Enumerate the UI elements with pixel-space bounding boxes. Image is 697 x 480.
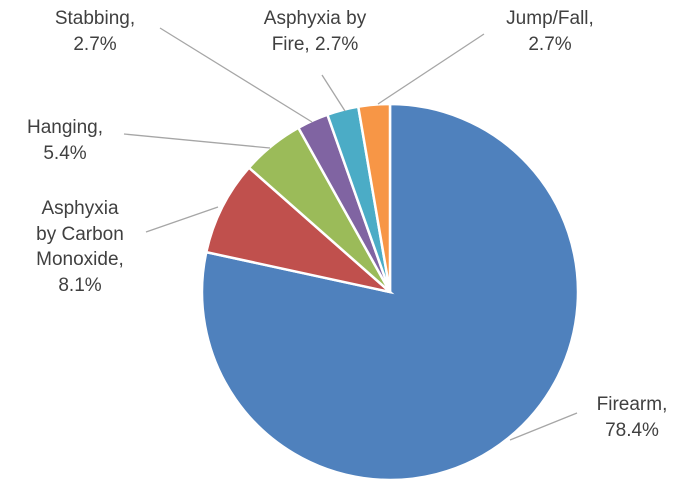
data-label: Asphyxia by Carbon Monoxide, 8.1% xyxy=(30,196,130,299)
leader-line xyxy=(159,27,313,123)
leader-line xyxy=(123,133,271,149)
value-label: 2.7% xyxy=(528,33,572,55)
category-label: Stabbing, xyxy=(54,8,136,29)
category-label: Jump/Fall, xyxy=(506,8,594,29)
value-label: 5.4% xyxy=(43,142,87,164)
data-label: Firearm, 78.4% xyxy=(582,392,682,443)
value-label: 2.7% xyxy=(73,33,117,55)
data-label: Stabbing, 2.7% xyxy=(48,6,143,57)
category-label: Hanging, xyxy=(26,117,104,138)
data-label: Asphyxia by Fire, 2.7% xyxy=(253,6,378,57)
category-label: Asphyxia by Carbon Monoxide, xyxy=(36,198,124,271)
data-label: Jump/Fall, 2.7% xyxy=(495,6,605,57)
data-label: Hanging, 5.4% xyxy=(20,115,110,166)
value-label: 8.1% xyxy=(58,274,102,296)
pie-slice xyxy=(356,102,392,293)
leader-line xyxy=(145,206,219,233)
category-label: Firearm, xyxy=(596,394,668,415)
value-label: 2.7% xyxy=(314,33,359,55)
pie-slice xyxy=(204,165,395,295)
category-label: Asphyxia by Fire, xyxy=(263,8,367,55)
leader-line xyxy=(377,33,485,105)
value-label: 78.4% xyxy=(605,419,659,441)
leader-line xyxy=(321,74,346,112)
leader-line xyxy=(509,412,578,441)
